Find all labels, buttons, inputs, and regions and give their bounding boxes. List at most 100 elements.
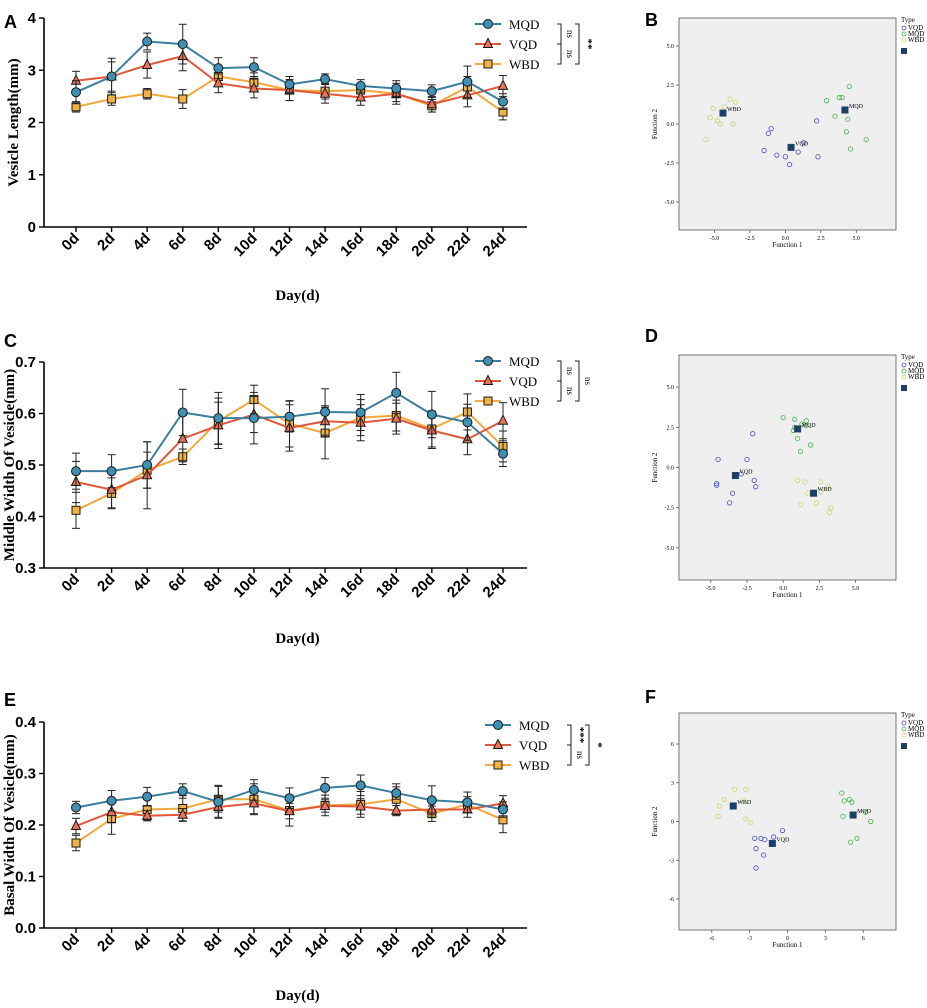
scatter-point: [801, 140, 807, 146]
data-point: [497, 79, 509, 90]
group-wbd: [703, 96, 739, 143]
scatter-point: [805, 490, 811, 496]
x-tick-label: 14d: [302, 230, 332, 260]
data-point: [390, 412, 402, 423]
sig-label-outer: **: [582, 39, 594, 51]
scatter-point: [765, 130, 771, 136]
legend-marker: [483, 59, 493, 69]
scatter-point: [752, 835, 758, 841]
legend-label: WBD: [509, 57, 539, 72]
data-point: [177, 39, 188, 50]
x-axis-title: Function 1: [772, 591, 803, 599]
legend-title: Type: [901, 711, 915, 719]
bracket-inner-top: [557, 23, 562, 45]
legend-label: VQD: [509, 37, 537, 52]
plot-area: [678, 712, 897, 931]
legend-marker: [483, 396, 493, 406]
data-point: [213, 796, 224, 807]
data-point: [462, 417, 473, 428]
y-tick-label: 4: [28, 10, 37, 27]
data-point: [462, 797, 473, 808]
scatter-point: [727, 500, 733, 506]
scatter-point: [803, 423, 809, 429]
legend-title: Type: [901, 16, 915, 24]
scatter-point: [843, 129, 849, 135]
scatter-point: [703, 136, 709, 143]
x-tick-label: 0.0: [782, 236, 790, 242]
sig-label-inner-bottom: ns: [575, 751, 585, 760]
y-tick-label: 2.5: [667, 83, 675, 89]
x-tick-label: 22d: [444, 931, 474, 961]
x-tick-label: 0d: [58, 230, 82, 254]
x-tick-label: 4d: [130, 931, 154, 955]
sig-label-outer: *: [592, 742, 604, 748]
data-point: [497, 414, 509, 425]
bracket-inner-bottom: [557, 43, 562, 65]
y-axis-title: Basal Width Of Vesicle(mm): [2, 734, 18, 916]
data-point: [107, 94, 117, 104]
series-mqd: [71, 23, 508, 110]
data-point: [70, 819, 82, 831]
x-tick-label: -3: [747, 936, 752, 942]
scatter-point: [795, 149, 801, 155]
scatter-point: [721, 796, 728, 803]
bracket-outer: [585, 724, 590, 766]
legend-label: VQD: [908, 361, 923, 369]
panel-letter: E: [4, 690, 16, 710]
panel-letter: F: [645, 687, 656, 707]
x-tick-label: -2.5: [742, 586, 752, 592]
data-point: [355, 780, 366, 791]
scatter-point: [729, 490, 736, 496]
legend: MQD VQD WBD: [475, 354, 539, 409]
x-tick-label: 3: [824, 936, 827, 942]
bracket-inner-top: [557, 360, 562, 382]
data-point: [106, 795, 117, 806]
significance-brackets: *** ns *: [567, 724, 604, 766]
group-wbd: [795, 477, 834, 516]
scatter-point: [826, 509, 833, 516]
y-axis-title: Function 2: [651, 452, 659, 483]
data-point: [248, 413, 259, 424]
y-tick-label: 0.4: [15, 714, 37, 731]
y-tick-label: 2: [28, 115, 36, 132]
sig-label-inner-top: ns: [565, 30, 575, 39]
group-vqd: [761, 118, 821, 168]
y-tick-label: 5.0: [667, 44, 675, 50]
line-chart-a: A 0 1 2 3 4 0d 2d 4d 6d 8d 10d 12d 14d 16d 18d 20d 22d 24d…: [4, 10, 594, 304]
y-tick-label: -6: [669, 897, 674, 903]
legend-label: VQD: [908, 24, 923, 32]
scatter-point: [818, 479, 824, 485]
data-point: [391, 788, 402, 799]
data-point: [498, 448, 508, 459]
bracket-outer: [575, 23, 580, 65]
data-point: [319, 799, 331, 810]
scatter-point: [803, 418, 809, 424]
data-point: [426, 409, 437, 420]
scatter-point: [780, 415, 786, 421]
scatter-point: [762, 836, 768, 843]
x-tick-label: 16d: [337, 571, 367, 601]
x-tick-label: 2d: [94, 571, 118, 595]
centroid-label: MQD: [849, 104, 864, 110]
legend-marker: [482, 374, 494, 385]
y-tick-label: -5.0: [665, 546, 675, 552]
significance-brackets: ns ns **: [557, 23, 594, 65]
data-point: [355, 90, 366, 102]
data-point: [390, 803, 402, 815]
data-point: [71, 505, 81, 515]
legend-label: MQD: [509, 354, 539, 369]
x-tick-label: 16d: [337, 931, 367, 961]
scatter-point: [753, 846, 759, 852]
y-tick-label: 0.4: [15, 509, 37, 526]
legend-marker: [482, 37, 494, 48]
legend-marker: [901, 726, 907, 732]
x-tick-label: 24d: [480, 230, 510, 260]
y-tick-label: 3: [28, 62, 36, 79]
scatter-point: [846, 83, 852, 90]
group-wbd: [715, 786, 754, 826]
legend-label: WBD: [908, 373, 924, 381]
data-point: [71, 802, 81, 813]
scatter-point: [710, 105, 716, 112]
scatter-point: [792, 416, 798, 422]
